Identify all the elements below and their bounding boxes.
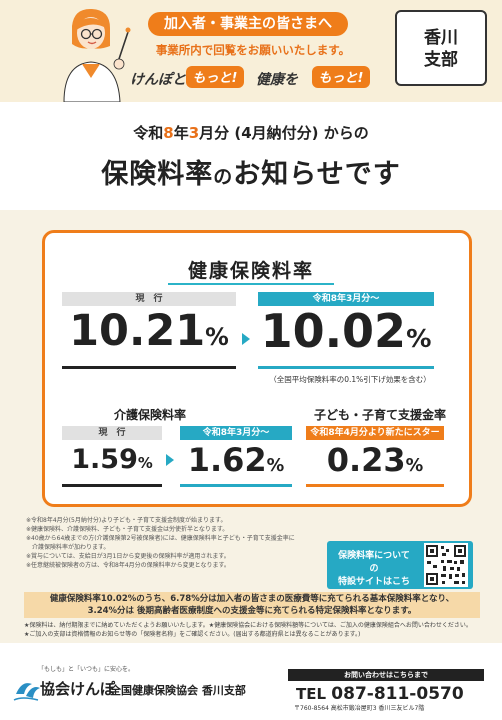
health-new-label: 令和8年3月分～ [258, 292, 434, 306]
presenter-illustration [63, 8, 131, 102]
branch-badge: 香川 支部 [395, 10, 487, 86]
child-underline [306, 484, 444, 487]
health-current-underline [62, 366, 236, 369]
care-new-value: 1.62% [187, 441, 285, 479]
footnote: ※40歳から64歳までの方(介護保険第2号被保険者)には、健康保険料率と子ども・… [26, 535, 295, 542]
audience-banner: 加入者・事業主の皆さまへ [148, 12, 348, 36]
care-heading: 介護保険料率 [113, 408, 186, 422]
notice: ★保険料は、納付期限までに納めていただくようお願いいたします。★健康保険協会にお… [24, 622, 472, 629]
child-label: 令和8年4月分より新たにスタート [306, 426, 444, 452]
care-current-value: 1.59% [71, 444, 153, 475]
footnote: ※健康保険料、介護保険料、子ども・子育て支援金は労使折半となります。 [26, 526, 229, 533]
circulation-request: 事業所内で回覧をお願いいたします。 [155, 43, 351, 57]
effective-date: 令和8年3月分 (4月納付分) からの [133, 124, 369, 142]
health-new-value: 10.02% [260, 304, 432, 358]
notice: ★ご加入の支部は資格情報のお知らせ等の「保険者名称」をご確認ください。(届出する… [24, 631, 361, 638]
footnote: 介護保険料率が加わります。 [26, 544, 110, 551]
care-current-underline [62, 484, 162, 487]
logo-tagline: 「もしも」と「いつも」に安心を。 [38, 666, 135, 673]
footnote: ※賞与については、支給日が3月1日から変更後の保険料率が適用されます。 [26, 553, 230, 560]
contact-heading: お問い合わせはこちらまで [288, 669, 484, 681]
slogan-part1: けんぽと [130, 71, 186, 88]
logo-name: 協会けんぽ [40, 680, 116, 698]
footer [0, 643, 502, 720]
page-title: 保険料率のお知らせです [101, 159, 401, 190]
footnotes: ※令和8年4月分(5月納付分)より子ども・子育て支援金制度が始まります。 ※健康… [26, 516, 316, 570]
care-new-underline [180, 484, 292, 487]
health-heading-underline [168, 283, 334, 285]
address: 〒760-8564 高松市鍛冶屋町3 香川三友ビル7階 [294, 705, 425, 712]
title-box [0, 102, 502, 210]
health-current-value: 10.21% [69, 306, 229, 356]
association-name: 全国健康保険協会 香川支部 [110, 684, 246, 697]
footnote: ※任意継続被保険者の方は、令和8年4月分の保険料率から変更となります。 [26, 562, 230, 569]
slogan-badge-1 [186, 66, 244, 88]
health-current-label: 現 行 [62, 292, 236, 306]
arrow-right-icon [166, 454, 174, 466]
slogan-badge-2 [312, 66, 370, 88]
child-heading: 子ども・子育て支援金率 [313, 408, 446, 422]
slogan-motto-1: もっと! [193, 71, 238, 86]
health-note: （全国平均保険料率の0.1%引下げ効果を含む） [269, 375, 431, 384]
slogan: けんぽと もっと! 健康を もっと! [130, 66, 370, 88]
arrow-right-icon [242, 333, 250, 345]
care-current-label: 現 行 [62, 426, 162, 440]
care-new-label: 令和8年3月分～ [180, 426, 292, 440]
slogan-motto-2: もっと! [319, 71, 364, 86]
rate-breakdown: 健康保険料率10.02%のうち、6.78%分は加入者の皆さまの医療費等に充てられ… [24, 592, 480, 618]
health-new-underline [258, 366, 434, 369]
health-heading: 健康保険料率 [187, 260, 314, 282]
child-value: 0.23% [326, 441, 424, 479]
notices: ★保険料は、納付期限までに納めていただくようお願いいたします。★健康保険協会にお… [24, 621, 484, 639]
kyokai-kenpo-logo [13, 683, 40, 701]
qr-code-icon[interactable] [424, 543, 468, 587]
footnote: ※令和8年4月分(5月納付分)より子ども・子育て支援金制度が始まります。 [26, 517, 227, 524]
phone-number[interactable]: TEL 087-811-0570 [296, 684, 464, 704]
slogan-part2: 健康を [256, 71, 299, 88]
